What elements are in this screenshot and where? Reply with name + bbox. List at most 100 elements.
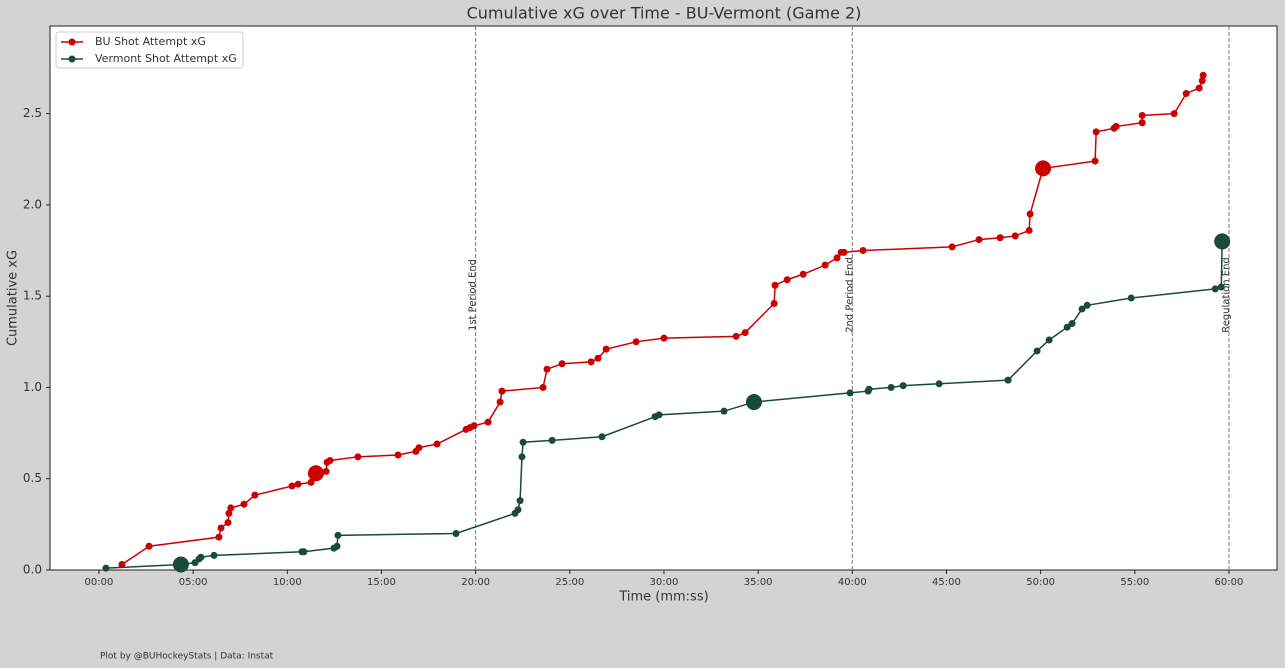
point-marker: [587, 358, 595, 366]
x-tick-label: 35:00: [744, 577, 773, 588]
point-marker: [594, 354, 602, 362]
point-marker: [1092, 128, 1100, 136]
point-marker: [333, 542, 341, 550]
y-tick-label: 1.5: [23, 289, 42, 303]
point-marker: [288, 482, 296, 490]
point-marker: [496, 398, 504, 406]
period-label: 1st Period End: [468, 259, 479, 331]
point-marker: [720, 407, 728, 415]
point-marker: [1182, 90, 1190, 98]
point-marker: [1091, 157, 1099, 165]
footer: Plot by @BUHockeyStats | Data: Instat: [100, 652, 274, 662]
x-tick-label: 20:00: [461, 577, 490, 588]
point-marker: [770, 299, 778, 307]
point-marker: [1199, 71, 1207, 79]
point-marker: [543, 365, 551, 373]
point-marker: [833, 254, 841, 262]
point-marker: [227, 504, 235, 512]
series-line: [121, 75, 1204, 566]
point-marker: [240, 500, 248, 508]
point-marker: [217, 524, 225, 532]
point-marker: [935, 380, 943, 388]
point-marker: [783, 276, 791, 284]
point-marker: [210, 551, 218, 559]
point-marker: [602, 345, 610, 353]
y-tick-label: 1.0: [23, 380, 42, 394]
point-marker: [741, 329, 749, 337]
point-marker: [859, 247, 867, 255]
point-marker: [1011, 232, 1019, 240]
goal-marker: [307, 465, 324, 482]
goal-marker: [745, 394, 762, 411]
point-marker: [1033, 347, 1041, 355]
point-marker: [1026, 210, 1034, 218]
x-tick-label: 25:00: [555, 577, 584, 588]
legend-marker: [68, 55, 76, 63]
x-tick-label: 30:00: [650, 577, 679, 588]
period-label: Regulation End: [1221, 257, 1232, 333]
point-marker: [865, 385, 873, 393]
point-marker: [519, 438, 527, 446]
point-marker: [1004, 376, 1012, 384]
point-marker: [118, 561, 126, 569]
point-marker: [1211, 285, 1219, 293]
point-marker: [799, 270, 807, 278]
legend-box: [55, 31, 244, 69]
point-marker: [539, 383, 547, 391]
point-marker: [558, 360, 566, 368]
point-marker: [452, 529, 460, 537]
point-marker: [1138, 111, 1146, 119]
point-marker: [1217, 283, 1225, 291]
point-marker: [326, 456, 334, 464]
point-marker: [251, 491, 259, 499]
point-marker: [1045, 336, 1053, 344]
point-marker: [225, 509, 233, 517]
point-marker: [655, 411, 663, 419]
y-tick-label: 0.0: [23, 563, 42, 577]
point-marker: [996, 234, 1004, 242]
y-tick-label: 2.0: [23, 197, 42, 211]
x-tick-label: 05:00: [179, 577, 208, 588]
point-marker: [598, 433, 606, 441]
point-marker: [307, 478, 315, 486]
x-tick-label: 55:00: [1120, 577, 1149, 588]
point-marker: [948, 243, 956, 251]
point-marker: [840, 248, 848, 256]
point-marker: [1025, 226, 1033, 234]
x-axis-label: Time (mm:ss): [618, 590, 708, 605]
point-marker: [1063, 323, 1071, 331]
point-marker: [821, 261, 829, 269]
x-tick-label: 00:00: [85, 577, 114, 588]
y-tick-label: 2.5: [23, 106, 42, 120]
point-marker: [498, 387, 506, 395]
x-tick-label: 45:00: [932, 577, 961, 588]
point-marker: [294, 480, 302, 488]
period-label: 2nd Period End: [844, 257, 855, 333]
point-marker: [1198, 77, 1206, 85]
point-marker: [732, 332, 740, 340]
point-marker: [1112, 122, 1120, 130]
point-marker: [300, 548, 308, 556]
point-marker: [899, 382, 907, 390]
x-tick-label: 15:00: [367, 577, 396, 588]
point-marker: [354, 453, 362, 461]
point-marker: [224, 519, 232, 527]
point-marker: [514, 506, 522, 514]
point-marker: [197, 553, 205, 561]
point-marker: [1170, 110, 1178, 118]
point-marker: [516, 497, 524, 505]
point-marker: [1127, 294, 1135, 302]
point-marker: [660, 334, 668, 342]
point-marker: [771, 281, 779, 289]
point-marker: [846, 389, 854, 397]
goal-marker: [172, 556, 189, 573]
goal-marker: [1035, 160, 1052, 177]
point-marker: [548, 436, 556, 444]
point-marker: [470, 422, 478, 430]
legend-marker: [68, 38, 76, 46]
point-marker: [433, 440, 441, 448]
point-marker: [1068, 320, 1076, 328]
point-marker: [1083, 301, 1091, 309]
